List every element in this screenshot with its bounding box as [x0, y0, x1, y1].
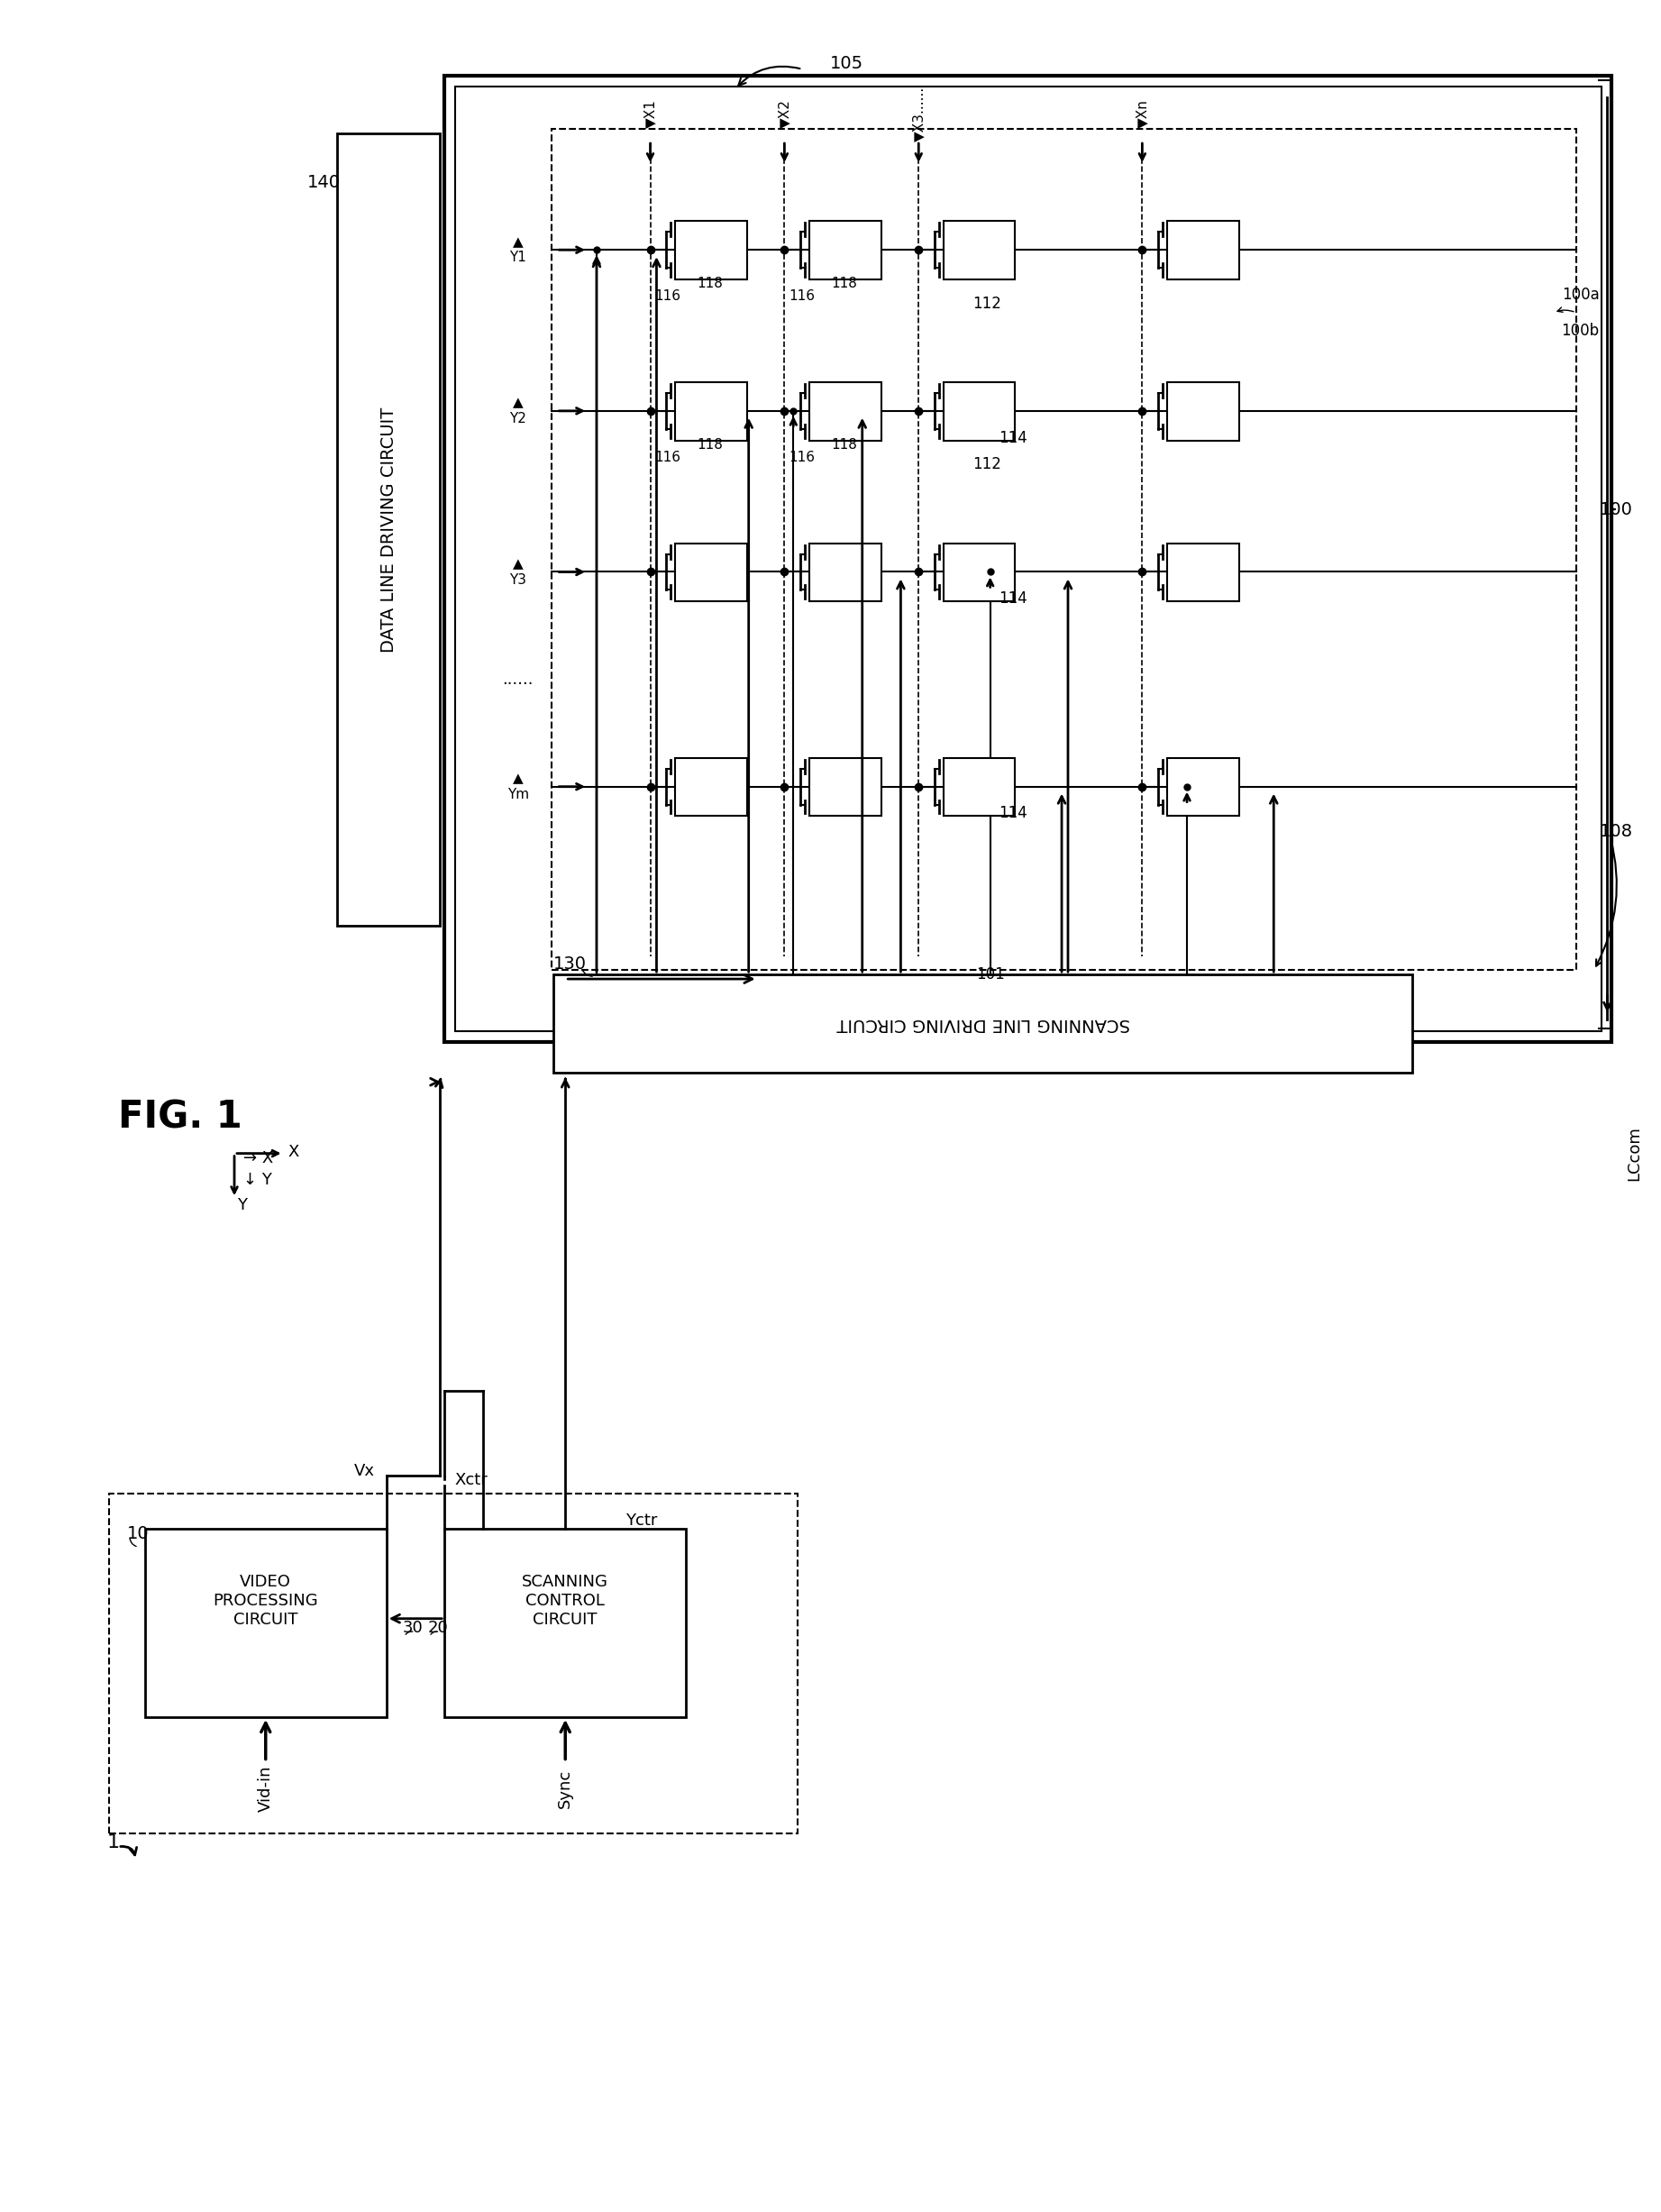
- Text: 10: 10: [126, 1524, 149, 1542]
- Text: ▲
Y1: ▲ Y1: [510, 234, 527, 265]
- Text: ▲
Y3: ▲ Y3: [510, 557, 527, 586]
- Text: 100b: 100b: [1561, 323, 1600, 338]
- Bar: [1168, 221, 1239, 279]
- Text: 118: 118: [696, 276, 723, 290]
- Bar: [445, 1528, 686, 1717]
- Text: 20: 20: [429, 1619, 448, 1635]
- Bar: [337, 133, 440, 925]
- Text: 105: 105: [830, 55, 864, 73]
- Text: Sync: Sync: [556, 1770, 573, 1807]
- Text: 100a: 100a: [1561, 288, 1600, 303]
- Text: 130: 130: [553, 956, 586, 973]
- Text: Vid-in: Vid-in: [257, 1765, 274, 1812]
- Bar: [676, 383, 747, 440]
- Text: 116: 116: [789, 451, 816, 465]
- Text: ▲
Ym: ▲ Ym: [507, 772, 528, 801]
- Text: ↓ Y: ↓ Y: [243, 1172, 272, 1188]
- Bar: [943, 544, 1015, 602]
- Text: Y: Y: [238, 1197, 247, 1214]
- Text: 108: 108: [1600, 823, 1633, 841]
- Text: VIDEO
PROCESSING
CIRCUIT: VIDEO PROCESSING CIRCUIT: [213, 1575, 319, 1628]
- Bar: [809, 221, 880, 279]
- Bar: [676, 759, 747, 816]
- Text: 116: 116: [789, 290, 816, 303]
- Bar: [676, 221, 747, 279]
- Text: X: X: [287, 1144, 299, 1159]
- Text: 114: 114: [1000, 429, 1028, 447]
- Text: 1: 1: [108, 1834, 120, 1851]
- Text: Yctr: Yctr: [626, 1513, 658, 1528]
- Text: 114: 114: [1000, 805, 1028, 821]
- Text: ▼X3......: ▼X3......: [912, 86, 925, 142]
- Text: 116: 116: [654, 290, 681, 303]
- Text: 118: 118: [830, 438, 857, 451]
- Text: DATA LINE DRIVING CIRCUIT: DATA LINE DRIVING CIRCUIT: [380, 407, 397, 653]
- Bar: [943, 221, 1015, 279]
- Bar: [455, 86, 1601, 1031]
- Text: ▼X1: ▼X1: [643, 100, 658, 128]
- Text: ......: ......: [502, 670, 533, 688]
- Text: ▼X2: ▼X2: [777, 100, 791, 128]
- Text: Xctr: Xctr: [455, 1471, 488, 1489]
- Bar: [943, 759, 1015, 816]
- Bar: [445, 75, 1611, 1042]
- Text: → X: → X: [243, 1150, 274, 1166]
- Bar: [553, 975, 1412, 1073]
- Text: 114: 114: [1000, 591, 1028, 606]
- Text: 116: 116: [654, 451, 681, 465]
- Text: LCcom: LCcom: [1626, 1126, 1643, 1181]
- Bar: [1168, 544, 1239, 602]
- Text: 101: 101: [977, 967, 1005, 982]
- Bar: [676, 544, 747, 602]
- Text: 140: 140: [307, 175, 341, 192]
- Text: FIG. 1: FIG. 1: [118, 1099, 243, 1137]
- Text: 30: 30: [404, 1619, 424, 1635]
- Bar: [943, 383, 1015, 440]
- Text: SCANNING
CONTROL
CIRCUIT: SCANNING CONTROL CIRCUIT: [522, 1575, 608, 1628]
- Bar: [809, 383, 880, 440]
- Bar: [145, 1528, 387, 1717]
- Bar: [809, 759, 880, 816]
- Bar: [1168, 383, 1239, 440]
- Text: 100: 100: [1600, 500, 1633, 518]
- Text: SCANNING LINE DRIVING CIRCUIT: SCANNING LINE DRIVING CIRCUIT: [835, 1015, 1129, 1033]
- Bar: [809, 544, 880, 602]
- Text: ▼Xn: ▼Xn: [1136, 100, 1149, 128]
- Bar: [551, 128, 1576, 971]
- Text: ▲
Y2: ▲ Y2: [510, 396, 527, 425]
- Bar: [1168, 759, 1239, 816]
- Text: 112: 112: [972, 296, 1002, 312]
- Text: 118: 118: [830, 276, 857, 290]
- Text: 118: 118: [696, 438, 723, 451]
- Text: 112: 112: [972, 456, 1002, 473]
- Bar: [110, 1493, 797, 1834]
- Text: Vx: Vx: [354, 1462, 374, 1480]
